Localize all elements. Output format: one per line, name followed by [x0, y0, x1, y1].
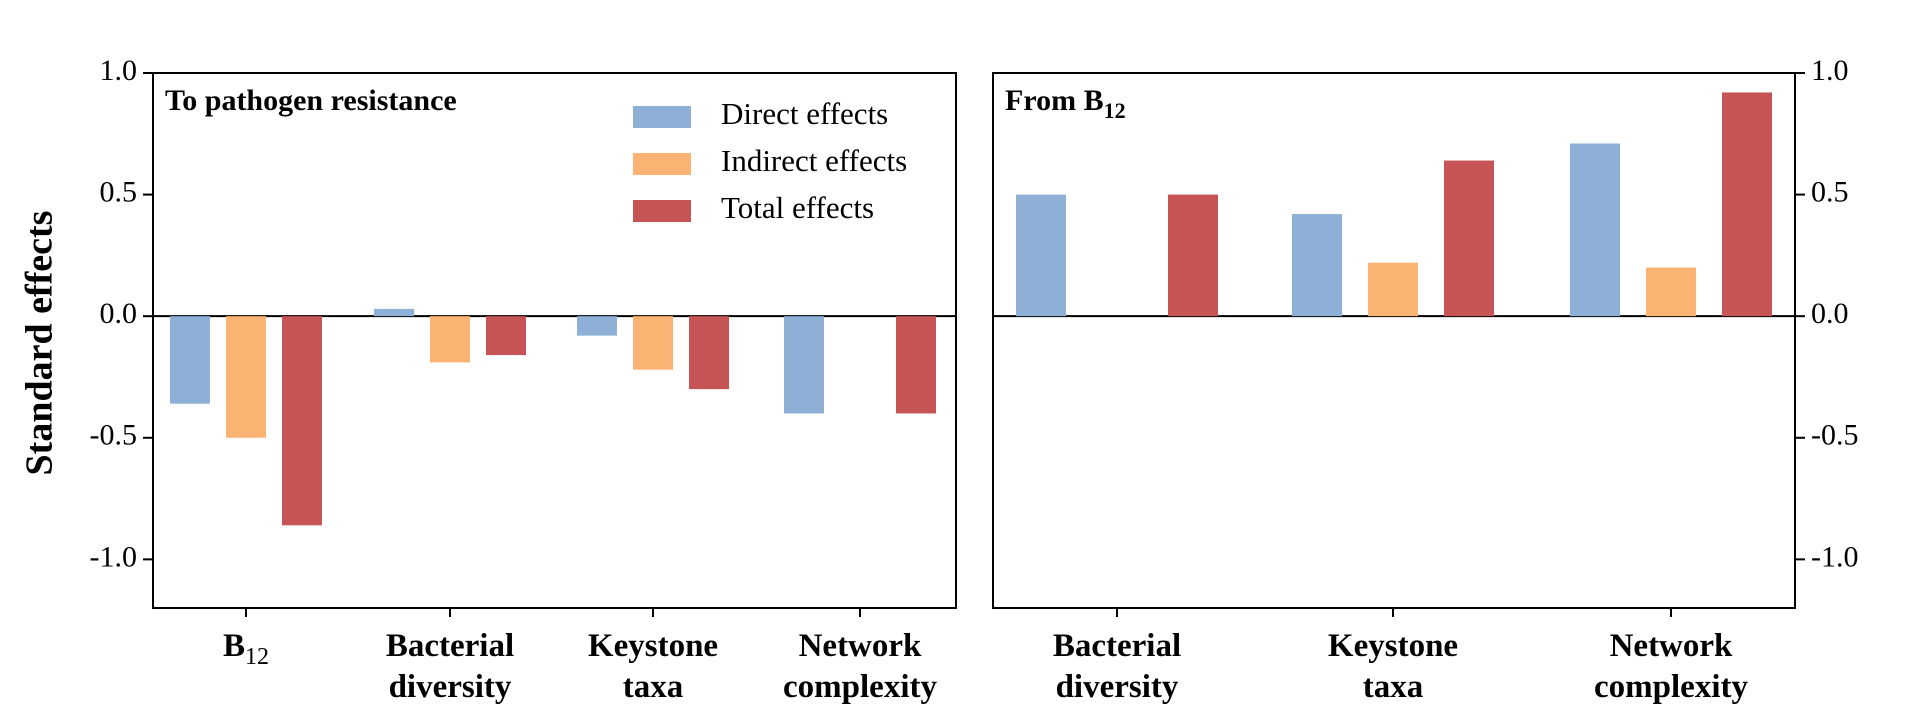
bar-direct-effects: [170, 316, 210, 404]
bar-total-effects: [1168, 194, 1218, 317]
plot-frame: [152, 72, 957, 609]
bar-indirect-effects: [1646, 267, 1696, 317]
legend-swatch-indirect-effects: [633, 153, 691, 175]
y-tick-label: 0.5: [1811, 175, 1849, 208]
bar-total-effects: [1722, 92, 1772, 317]
bar-indirect-effects: [633, 316, 673, 370]
x-category-label: B12: [223, 628, 269, 670]
bar-direct-effects: [784, 316, 824, 414]
x-category-label: Bacterial: [1053, 628, 1181, 664]
x-category-label-line2: taxa: [623, 669, 684, 704]
bar-indirect-effects: [226, 316, 266, 438]
x-category-label-line2: taxa: [1363, 669, 1424, 704]
x-category-label: Network: [799, 628, 922, 664]
panel-from-b12: 1.0 0.5 0.0 -0.5 -1.0 Bacterial diversity Keyst…: [992, 54, 1859, 704]
y-axis-title: Standard effects: [19, 211, 61, 476]
bar-total-effects: [1444, 160, 1494, 317]
legend-label: Direct effects: [721, 96, 888, 131]
bar-direct-effects: [577, 316, 617, 336]
x-category-label-line2: complexity: [1594, 669, 1748, 704]
bar-total-effects: [896, 316, 936, 414]
x-category-label-line2: complexity: [783, 669, 937, 704]
x-category-label: Keystone: [588, 628, 718, 664]
x-category-label-line2: diversity: [389, 669, 512, 704]
bar-direct-effects: [374, 308, 414, 317]
y-tick-label: -0.5: [90, 419, 138, 452]
bar-direct-effects: [1570, 143, 1620, 317]
bar-total-effects: [486, 316, 526, 356]
x-category-label: Keystone: [1328, 628, 1458, 664]
y-tick-label: -1.0: [1811, 540, 1859, 573]
legend-label: Indirect effects: [721, 143, 907, 178]
x-category-label-line2: diversity: [1056, 669, 1179, 704]
panel-title: To pathogen resistance: [165, 84, 457, 117]
y-tick-label: 0.0: [1811, 297, 1849, 330]
panel-to-pathogen-resistance: 1.0 0.5 0.0 -0.5 -1.0 B12 Bacterial diversity Ke…: [90, 54, 957, 704]
bar-direct-effects: [1016, 194, 1066, 317]
y-tick-label: 0.0: [100, 297, 138, 330]
legend-label: Total effects: [721, 190, 874, 225]
bar-total-effects: [282, 316, 322, 526]
legend: Direct effects Indirect effects Total effe…: [633, 96, 907, 225]
x-category-label: Bacterial: [386, 628, 514, 664]
x-category-label: Network: [1610, 628, 1733, 664]
bar-indirect-effects: [430, 316, 470, 363]
panel-title: From B12: [1005, 84, 1126, 123]
y-tick-label: 1.0: [100, 54, 138, 87]
y-tick-label: 1.0: [1811, 54, 1849, 87]
legend-swatch-direct-effects: [633, 106, 691, 128]
plot-frame: [992, 72, 1796, 609]
legend-swatch-total-effects: [633, 200, 691, 222]
y-tick-label: -1.0: [90, 540, 138, 573]
bar-total-effects: [689, 316, 729, 390]
y-tick-label: 0.5: [100, 175, 138, 208]
y-tick-label: -0.5: [1811, 419, 1859, 452]
bar-indirect-effects: [1368, 262, 1418, 317]
bar-direct-effects: [1292, 214, 1342, 317]
